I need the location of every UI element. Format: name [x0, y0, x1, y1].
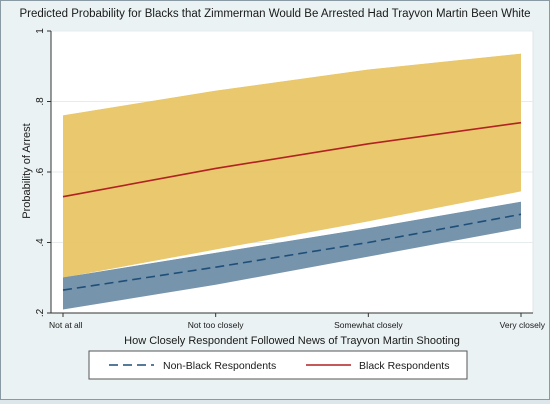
x-tick-label: Very closely	[500, 320, 546, 330]
y-tick-label: .8	[35, 97, 46, 106]
chart-title: Predicted Probability for Blacks that Zi…	[19, 8, 530, 20]
x-tick-label: Not at all	[49, 320, 83, 330]
y-tick-label: .4	[35, 238, 46, 247]
legend-label: Non-Black Respondents	[163, 360, 276, 372]
y-tick-label: .6	[35, 167, 46, 176]
x-tick-label: Not too closely	[188, 320, 244, 330]
legend-label: Black Respondents	[359, 360, 449, 372]
x-axis-label: How Closely Respondent Followed News of …	[124, 335, 460, 347]
y-axis-label: Probability of Arrest	[21, 123, 33, 218]
y-ticks: .2 .4 .6 .8 1	[35, 28, 51, 317]
x-ticks: Not at all Not too closely Somewhat closel…	[49, 313, 546, 330]
x-tick-label: Somewhat closely	[334, 320, 403, 330]
y-tick-label: 1	[35, 28, 46, 34]
y-tick-label: .2	[35, 308, 46, 317]
